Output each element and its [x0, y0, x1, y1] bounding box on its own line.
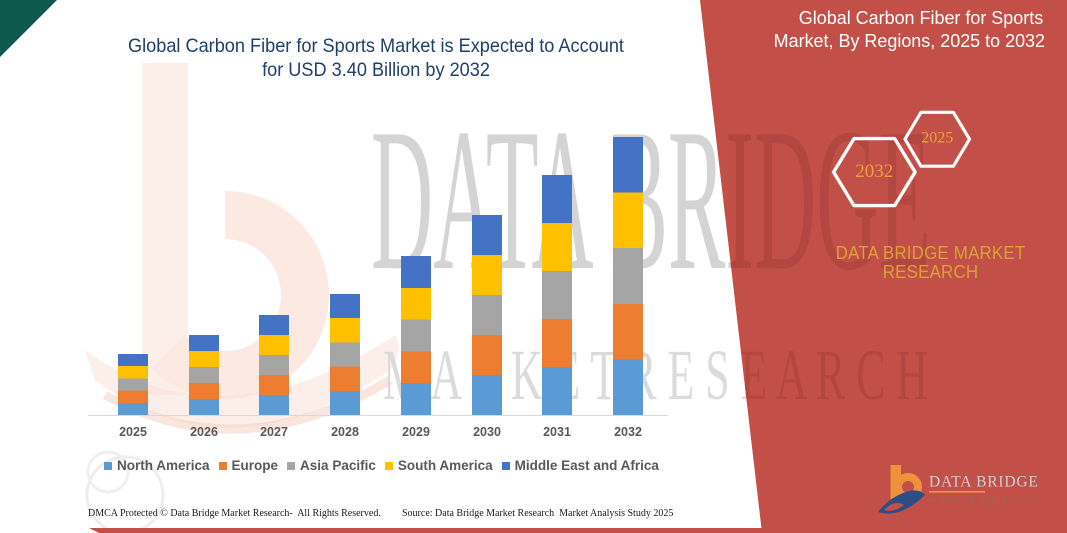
svg-text:MARKET RESEARCH: MARKET RESEARCH	[930, 496, 1042, 505]
svg-text:DATA BRIDGE: DATA BRIDGE	[371, 87, 931, 313]
svg-text:DATA BRIDGE: DATA BRIDGE	[929, 474, 1039, 491]
svg-text:2025: 2025	[921, 130, 953, 147]
svg-text:2032: 2032	[855, 161, 893, 182]
